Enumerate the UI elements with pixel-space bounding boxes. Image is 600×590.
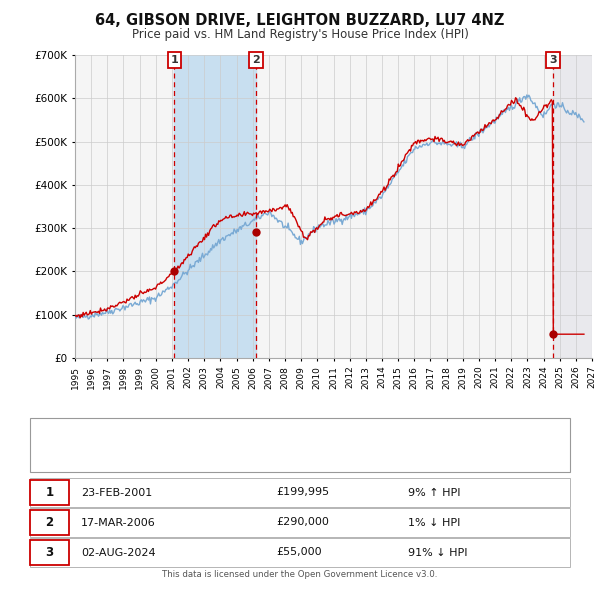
Text: 1: 1 <box>170 55 178 65</box>
Text: 1: 1 <box>46 486 53 499</box>
Text: £55,000: £55,000 <box>276 548 322 558</box>
Text: 02-AUG-2024: 02-AUG-2024 <box>81 548 155 558</box>
Text: 3: 3 <box>46 546 53 559</box>
Text: 64, GIBSON DRIVE, LEIGHTON BUZZARD, LU7 4NZ (detached house): 64, GIBSON DRIVE, LEIGHTON BUZZARD, LU7 … <box>78 428 433 438</box>
Text: 9% ↑ HPI: 9% ↑ HPI <box>408 487 461 497</box>
Bar <box>553 55 592 358</box>
Text: 17-MAR-2006: 17-MAR-2006 <box>81 517 156 527</box>
Text: HPI: Average price, detached house, Central Bedfordshire: HPI: Average price, detached house, Cent… <box>78 454 379 464</box>
Text: 2: 2 <box>46 516 53 529</box>
Text: 3: 3 <box>549 55 557 65</box>
Text: 23-FEB-2001: 23-FEB-2001 <box>81 487 152 497</box>
Bar <box>553 55 592 358</box>
Text: 1% ↓ HPI: 1% ↓ HPI <box>408 517 460 527</box>
Bar <box>174 55 256 358</box>
Text: Price paid vs. HM Land Registry's House Price Index (HPI): Price paid vs. HM Land Registry's House … <box>131 28 469 41</box>
Text: —: — <box>42 425 51 440</box>
Text: £290,000: £290,000 <box>276 517 329 527</box>
Text: Contains HM Land Registry data © Crown copyright and database right 2024.
This d: Contains HM Land Registry data © Crown c… <box>132 558 468 579</box>
Text: 91% ↓ HPI: 91% ↓ HPI <box>408 548 467 558</box>
Text: 2: 2 <box>252 55 260 65</box>
Text: —: — <box>42 451 51 466</box>
Text: 64, GIBSON DRIVE, LEIGHTON BUZZARD, LU7 4NZ: 64, GIBSON DRIVE, LEIGHTON BUZZARD, LU7 … <box>95 13 505 28</box>
Text: £199,995: £199,995 <box>276 487 329 497</box>
